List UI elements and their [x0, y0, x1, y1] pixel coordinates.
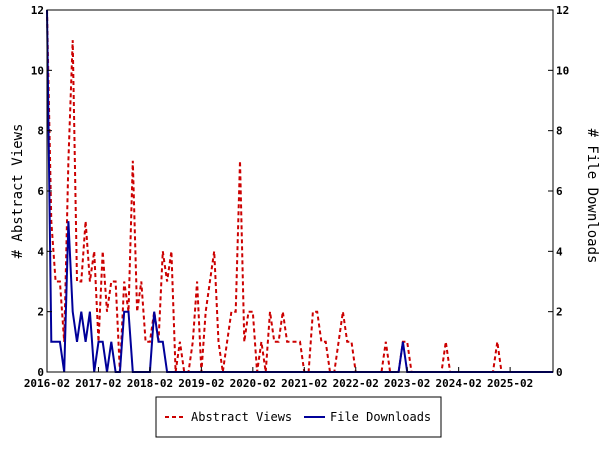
- y-tick-label-left: 10: [31, 64, 44, 77]
- y-tick-label-left: 0: [37, 366, 44, 379]
- x-tick-label: 2017-02: [75, 377, 121, 390]
- x-tick-label: 2018-02: [127, 377, 173, 390]
- y-tick-label-right: 6: [556, 185, 563, 198]
- y-tick-label-right: 0: [556, 366, 563, 379]
- x-tick-label: 2016-02: [24, 377, 70, 390]
- y-axis-left-title: # Abstract Views: [10, 124, 26, 259]
- y-tick-label-left: 2: [37, 306, 44, 319]
- x-tick-label: 2025-02: [487, 377, 533, 390]
- y-tick-label-right: 12: [556, 4, 569, 17]
- y-tick-label-left: 8: [37, 125, 44, 138]
- x-tick-label: 2021-02: [281, 377, 327, 390]
- legend-box: [155, 396, 442, 438]
- y-tick-label-right: 4: [556, 245, 563, 258]
- y-tick-label-right: 10: [556, 64, 569, 77]
- x-tick-label: 2023-02: [384, 377, 430, 390]
- series-line-abstract-views: [46, 9, 553, 373]
- y-tick-label-right: 2: [556, 306, 563, 319]
- y-tick-label-left: 12: [31, 4, 44, 17]
- y-tick-label-left: 4: [37, 245, 44, 258]
- legend: Abstract Views File Downloads: [155, 396, 442, 438]
- x-tick-label: 2022-02: [333, 377, 379, 390]
- y-tick-label-right: 8: [556, 125, 563, 138]
- legend-label-file-downloads: File Downloads: [330, 410, 431, 424]
- x-tick-label: 2019-02: [178, 377, 224, 390]
- y-axis-right-title: # File Downloads: [584, 129, 600, 264]
- x-tick-label: 2020-02: [230, 377, 276, 390]
- legend-label-abstract-views: Abstract Views: [191, 410, 292, 424]
- y-tick-label-left: 6: [37, 185, 44, 198]
- x-tick-label: 2024-02: [435, 377, 481, 390]
